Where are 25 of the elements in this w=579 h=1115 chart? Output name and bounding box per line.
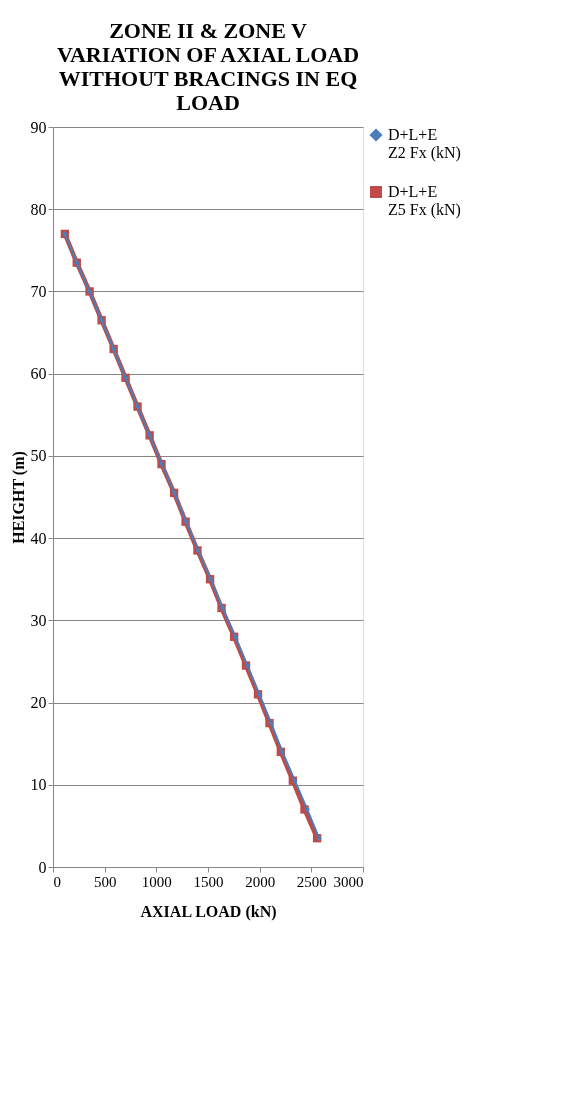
point [316,835,322,841]
chart-title: ZONE II & ZONE V VARIATION OF AXIAL LOAD WITHOUT BRACINGS IN EQ LOAD [56,18,360,115]
x-axis-title: AXIAL LOAD (kN) [140,902,277,921]
y-tick-label: 30 [30,611,47,629]
point [292,777,298,784]
y-tick-label: 90 [30,118,47,136]
y-tick-label: 70 [30,282,47,300]
y-tick-label: 0 [38,858,47,876]
x-tick-label: 2000 [245,873,276,890]
legend-label: D+L+E Z5 Fx (kN) [388,183,461,219]
x-tick-label: 500 [93,873,117,890]
y-tick-label: 40 [30,529,47,547]
y-tick-label: 60 [30,365,47,383]
legend-label: D+L+E Z2 Fx (kN) [388,126,461,162]
x-tick-label: 1000 [141,873,172,890]
x-tick-label: 0 [53,873,61,890]
y-axis-title: HEIGHT (m) [9,451,28,544]
x-tick-label: 3000 [333,873,364,890]
x-tick-label: 1500 [193,873,224,890]
y-tick-label: 20 [30,694,47,712]
y-tick-label: 50 [30,447,47,465]
point [304,806,310,813]
y-tick-label: 10 [30,776,47,794]
y-tick-label: 80 [30,200,47,218]
x-tick-label: 2500 [296,873,327,890]
